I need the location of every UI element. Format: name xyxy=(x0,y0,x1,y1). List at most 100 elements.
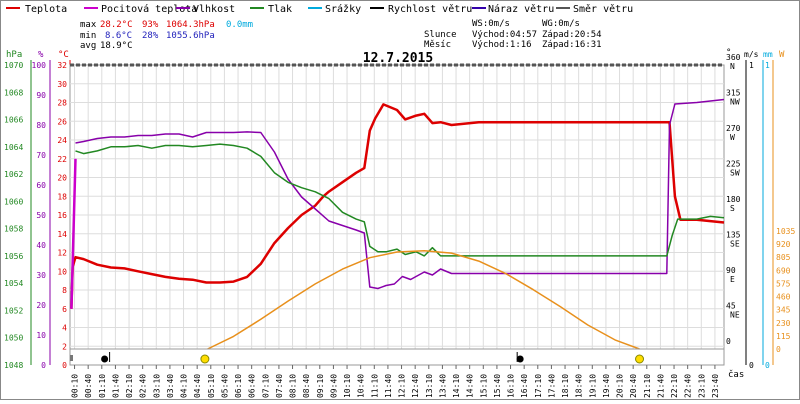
tick-temp: 14 xyxy=(57,230,67,239)
event-markers xyxy=(70,352,645,364)
stats-block: max 28.2°C 93% 1064.3hPa 0.0mm min 8.6°C… xyxy=(80,20,253,51)
x-tick-label: 03:10 xyxy=(152,374,161,398)
tick-temp: 6 xyxy=(62,305,67,314)
tick-pressure: 1058 xyxy=(4,225,23,234)
sun-moon-info: WS:0m/s WG:0m/s Slunce Východ:04:57 Zápa… xyxy=(424,19,602,50)
x-tick-label: 05:10 xyxy=(207,374,216,398)
unit-mm: mm xyxy=(763,50,773,59)
tick-direction-label: S xyxy=(730,204,735,213)
tick-solar: 345 xyxy=(776,306,791,315)
x-tick-label: 10:10 xyxy=(343,374,352,398)
tick-direction: 315 xyxy=(726,89,741,98)
tick-direction: 45 xyxy=(726,302,736,311)
x-tick-label: 13:10 xyxy=(425,374,434,398)
x-tick-label: 14:10 xyxy=(452,374,461,398)
tick-solar: 230 xyxy=(776,319,791,328)
x-tick-label: 06:10 xyxy=(234,374,243,398)
sunset-marker xyxy=(635,354,645,364)
x-tick-label: 03:40 xyxy=(166,374,175,398)
series-line-solar_w xyxy=(207,250,640,350)
tick-solar: 920 xyxy=(776,240,791,249)
tick-temp: 8 xyxy=(62,286,67,295)
x-tick-label: 23:40 xyxy=(711,374,720,398)
tick-pressure: 1066 xyxy=(4,116,23,125)
tick-temp: 0 xyxy=(62,361,67,370)
x-tick-label: 07:10 xyxy=(261,374,270,398)
tick-humidity: 80 xyxy=(36,121,46,130)
tick-pressure: 1052 xyxy=(4,306,23,315)
chart-date-title: 12.7.2015 xyxy=(363,51,433,66)
tick-solar: 575 xyxy=(776,279,791,288)
info-moonset: Západ:16:31 xyxy=(542,40,602,50)
legend-label-pressure: Tlak xyxy=(268,4,292,15)
tick-temp: 28 xyxy=(57,99,67,108)
x-tick-label: 19:10 xyxy=(588,374,597,398)
tick-humidity: 30 xyxy=(36,271,46,280)
tick-direction: 360 xyxy=(726,53,741,62)
tick-pressure: 1064 xyxy=(4,143,23,152)
tick-direction: 0 xyxy=(726,337,731,346)
stats-avg-temp: 18.9°C xyxy=(100,41,133,51)
tick-wind-zero: 0 xyxy=(749,361,754,370)
x-tick-label: 15:40 xyxy=(493,374,502,398)
series-line-temperature_c xyxy=(70,158,77,309)
x-tick-label: 15:10 xyxy=(479,374,488,398)
x-tick-label: 20:10 xyxy=(616,374,625,398)
x-tick-label: 19:40 xyxy=(602,374,611,398)
x-tick-label: 00:10 xyxy=(71,374,80,398)
tick-wind-max: 1 xyxy=(749,61,754,70)
tick-temp: 10 xyxy=(57,267,67,276)
tick-direction: 180 xyxy=(726,195,741,204)
info-ws: WS:0m/s xyxy=(472,19,510,29)
unit-ms: m/s xyxy=(744,50,759,59)
tick-pressure: 1068 xyxy=(4,88,23,97)
x-tick-label: 18:10 xyxy=(561,374,570,398)
unit-c: °C xyxy=(58,50,69,60)
x-tick-label: 14:40 xyxy=(466,374,475,398)
x-tick-label: 09:10 xyxy=(316,374,325,398)
legend-label-temp: Teplota xyxy=(25,4,67,15)
stats-min-label: min xyxy=(80,31,96,41)
tick-humidity: 20 xyxy=(36,301,46,310)
tick-temp: 22 xyxy=(57,155,67,164)
x-tick-label: 11:40 xyxy=(384,374,393,398)
tick-humidity: 100 xyxy=(32,61,47,70)
x-tick-label: 06:40 xyxy=(248,374,257,398)
moonset-marker xyxy=(516,355,524,363)
x-tick-label: 04:10 xyxy=(180,374,189,398)
x-tick-label: 21:40 xyxy=(656,374,665,398)
tick-humidity: 60 xyxy=(36,181,46,190)
tick-pressure: 1060 xyxy=(4,197,23,206)
x-tick-label: 11:10 xyxy=(370,374,379,398)
info-sun-label: Slunce xyxy=(424,30,457,40)
tick-pressure: 1048 xyxy=(4,361,23,370)
stats-avg-label: avg xyxy=(80,41,96,51)
x-tick-label: 02:10 xyxy=(125,374,134,398)
tick-temp: 4 xyxy=(62,324,67,333)
stats-min-hum: 28% xyxy=(142,31,159,41)
start-marker xyxy=(70,355,73,361)
info-moonrise: Východ:1:16 xyxy=(472,40,532,50)
tick-direction-label: NW xyxy=(730,98,740,107)
legend: Teplota Pocitová teplota Vlhkost Tlak Sr… xyxy=(6,3,633,15)
grid xyxy=(70,65,724,349)
tick-temp: 32 xyxy=(57,61,67,70)
x-tick-label: 01:10 xyxy=(98,374,107,398)
x-tick-label: 13:40 xyxy=(438,374,447,398)
tick-solar: 0 xyxy=(776,345,781,354)
legend-label-rain: Srážky xyxy=(325,3,361,15)
tick-direction: 225 xyxy=(726,160,741,169)
x-tick-label: 12:10 xyxy=(398,374,407,398)
stats-max-temp: 28.2°C xyxy=(100,20,133,30)
tick-temp: 18 xyxy=(57,192,67,201)
tick-temp: 26 xyxy=(57,117,67,126)
tick-humidity: 70 xyxy=(36,151,46,160)
x-tick-label: 01:40 xyxy=(111,374,120,398)
tick-direction: 90 xyxy=(726,266,736,275)
tick-direction-label: SW xyxy=(730,169,740,178)
tick-temp: 20 xyxy=(57,174,67,183)
x-tick-label: 02:40 xyxy=(139,374,148,398)
tick-solar: 1035 xyxy=(776,227,795,236)
sunrise-marker xyxy=(200,354,210,364)
